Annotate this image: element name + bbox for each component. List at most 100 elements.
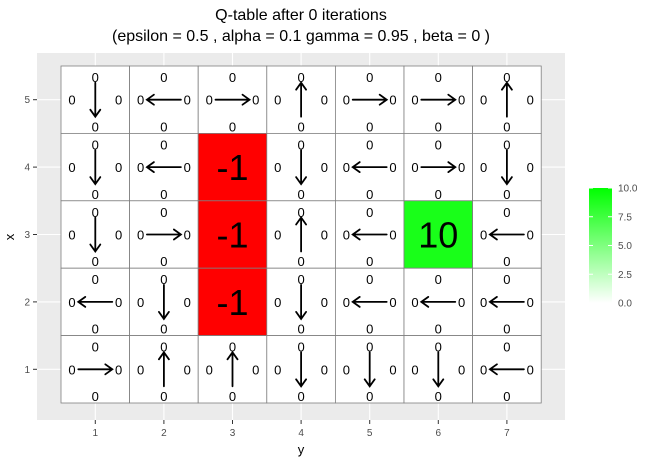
q-value-down: 0 <box>92 119 99 134</box>
q-value-up: 0 <box>366 137 373 152</box>
cell: 0 0 0 0 <box>472 65 542 134</box>
q-value-right: 0 <box>527 93 534 108</box>
legend-tick-label: 0.0 <box>618 299 632 310</box>
q-value-down: 0 <box>366 322 373 337</box>
q-value-up: 0 <box>503 70 510 85</box>
y-axis-ticks: 1 2 3 4 5 <box>24 95 37 376</box>
q-value-down: 0 <box>435 187 442 202</box>
q-value-down: 0 <box>160 187 167 202</box>
q-value-right: 0 <box>389 362 396 377</box>
q-value-up: 0 <box>229 70 236 85</box>
q-value-right: 0 <box>184 295 191 310</box>
q-value-up: 0 <box>92 272 99 287</box>
q-value-left: 0 <box>480 362 487 377</box>
q-value-down: 0 <box>297 119 304 134</box>
q-value-right: 0 <box>458 295 465 310</box>
q-value-right: 0 <box>115 295 122 310</box>
q-value-right: 0 <box>115 93 122 108</box>
q-value-left: 0 <box>274 93 281 108</box>
q-value-left: 0 <box>411 362 418 377</box>
cell: 0 0 0 0 <box>334 335 405 404</box>
q-value-right: 0 <box>321 228 328 243</box>
cell: 0 0 0 0 <box>266 132 336 202</box>
q-value-down: 0 <box>503 187 510 202</box>
arrow-right-icon <box>351 93 389 106</box>
arrow-left-icon <box>145 93 182 106</box>
q-value-down: 0 <box>229 389 236 404</box>
q-value-up: 0 <box>503 272 510 287</box>
q-value-right: 0 <box>321 362 328 377</box>
x-tick-label: 7 <box>504 428 510 439</box>
q-value-left: 0 <box>480 93 487 108</box>
q-value-down: 0 <box>297 254 304 269</box>
arrow-down-icon <box>363 351 376 388</box>
y-tick-label: 2 <box>24 297 30 308</box>
q-value-right: 0 <box>321 93 328 108</box>
q-value-left: 0 <box>68 295 75 310</box>
q-value-right: 0 <box>115 160 122 175</box>
q-value-left: 0 <box>480 295 487 310</box>
arrow-up-icon <box>295 81 307 118</box>
arrow-down-icon <box>89 216 102 254</box>
cell-background <box>197 200 268 269</box>
x-tick-label: 4 <box>298 428 304 439</box>
q-value-left: 0 <box>206 93 213 108</box>
q-value-left: 0 <box>343 228 350 243</box>
cell: -1 <box>197 200 268 269</box>
q-value-down: 0 <box>366 119 373 134</box>
cell: -1 <box>197 132 268 202</box>
q-value-right: 0 <box>321 295 328 310</box>
q-value-up: 0 <box>297 205 304 220</box>
q-value-left: 0 <box>137 228 144 243</box>
arrow-left-icon <box>488 296 525 308</box>
q-value-down: 0 <box>366 389 373 404</box>
x-tick-label: 3 <box>230 428 236 439</box>
arrow-left-icon <box>488 363 525 376</box>
q-value-up: 0 <box>92 137 99 152</box>
cell: 0 0 0 0 <box>197 335 268 404</box>
q-value-right: 0 <box>252 93 259 108</box>
q-value-right: 0 <box>115 228 122 243</box>
q-value-left: 0 <box>411 295 418 310</box>
arrow-down-icon <box>89 81 102 119</box>
x-tick-label: 2 <box>161 428 167 439</box>
arrow-up-icon <box>226 350 239 388</box>
cell: 0 0 0 0 <box>334 267 405 337</box>
q-value-right: 0 <box>458 362 465 377</box>
q-value-left: 0 <box>137 160 144 175</box>
q-value-left: 0 <box>137 295 144 310</box>
color-legend: 10.0 7.5 5.0 2.5 0.0 <box>589 184 638 310</box>
cell: 0 0 0 0 <box>60 132 130 202</box>
q-value-up: 0 <box>366 205 373 220</box>
q-value-up: 0 <box>92 205 99 220</box>
q-value-down: 0 <box>160 119 167 134</box>
cell: 0 0 0 0 <box>197 65 268 134</box>
arrow-right-icon <box>420 93 457 106</box>
cell: 0 0 0 0 <box>266 267 336 337</box>
q-value-up: 0 <box>503 137 510 152</box>
q-value-right: 0 <box>115 362 122 377</box>
q-value-up: 0 <box>503 205 510 220</box>
cell: 0 0 0 0 <box>129 132 199 202</box>
q-value-up: 0 <box>160 272 167 287</box>
x-axis-ticks: 1 2 3 4 5 6 7 <box>93 420 510 439</box>
q-value-left: 0 <box>480 160 487 175</box>
cell-value-label: -1 <box>216 147 248 188</box>
arrow-down-icon <box>432 351 445 388</box>
q-value-left: 0 <box>343 362 350 377</box>
q-value-left: 0 <box>274 362 281 377</box>
q-value-right: 0 <box>389 93 396 108</box>
cell: 0 0 0 0 <box>334 200 405 269</box>
q-value-left: 0 <box>480 228 487 243</box>
q-value-up: 0 <box>366 340 373 355</box>
arrow-up-icon <box>295 215 307 253</box>
cell: 0 0 0 0 <box>403 267 473 337</box>
cell: 0 0 0 0 <box>334 65 405 134</box>
legend-tick-label: 5.0 <box>618 241 632 252</box>
cell: 0 0 0 0 <box>60 335 130 404</box>
cell: 0 0 0 0 <box>129 267 199 337</box>
arrow-right-icon <box>420 161 457 173</box>
q-value-down: 0 <box>435 119 442 134</box>
arrow-down-icon <box>158 284 170 321</box>
